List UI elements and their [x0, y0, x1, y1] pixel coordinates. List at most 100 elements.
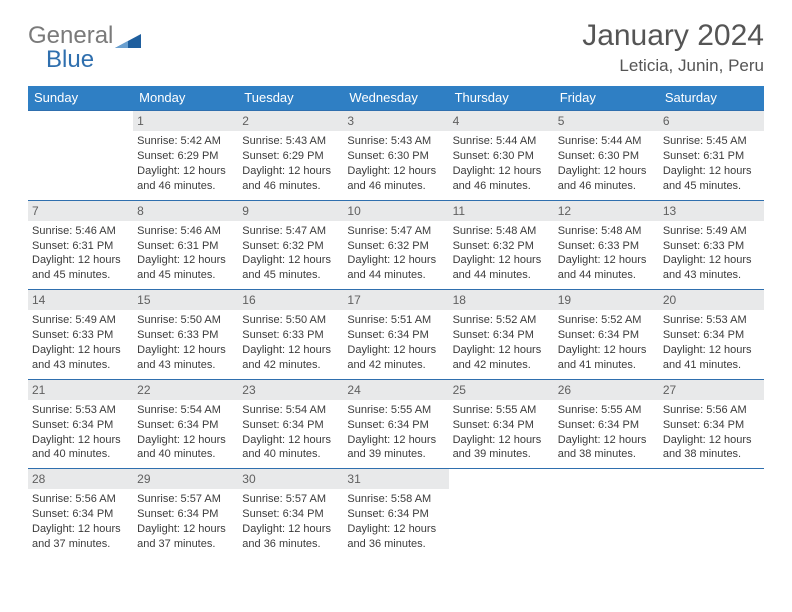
sunrise-text: Sunrise: 5:49 AM [32, 313, 129, 328]
day-number: 15 [133, 290, 238, 310]
daylight-text-line1: Daylight: 12 hours [137, 343, 234, 358]
sunset-text: Sunset: 6:33 PM [32, 328, 129, 343]
calendar-day-cell: 9Sunrise: 5:47 AMSunset: 6:32 PMDaylight… [238, 200, 343, 290]
sunrise-text: Sunrise: 5:52 AM [558, 313, 655, 328]
day-number: 24 [343, 380, 448, 400]
daylight-text-line2: and 37 minutes. [32, 537, 129, 552]
daylight-text-line2: and 46 minutes. [347, 179, 444, 194]
daylight-text-line2: and 38 minutes. [558, 447, 655, 462]
calendar-day-cell: 13Sunrise: 5:49 AMSunset: 6:33 PMDayligh… [659, 200, 764, 290]
daylight-text-line2: and 44 minutes. [558, 268, 655, 283]
daylight-text-line1: Daylight: 12 hours [453, 433, 550, 448]
sunrise-text: Sunrise: 5:58 AM [347, 492, 444, 507]
daylight-text-line1: Daylight: 12 hours [558, 253, 655, 268]
calendar-day-cell: 29Sunrise: 5:57 AMSunset: 6:34 PMDayligh… [133, 469, 238, 558]
daylight-text-line2: and 46 minutes. [137, 179, 234, 194]
sunrise-text: Sunrise: 5:43 AM [242, 134, 339, 149]
calendar-day-cell: 6Sunrise: 5:45 AMSunset: 6:31 PMDaylight… [659, 111, 764, 201]
sunrise-text: Sunrise: 5:56 AM [663, 403, 760, 418]
calendar-day-cell: 27Sunrise: 5:56 AMSunset: 6:34 PMDayligh… [659, 379, 764, 469]
sunset-text: Sunset: 6:34 PM [453, 418, 550, 433]
daylight-text-line1: Daylight: 12 hours [453, 253, 550, 268]
daylight-text-line1: Daylight: 12 hours [137, 253, 234, 268]
daylight-text-line1: Daylight: 12 hours [663, 164, 760, 179]
sunrise-text: Sunrise: 5:53 AM [32, 403, 129, 418]
sunset-text: Sunset: 6:33 PM [137, 328, 234, 343]
sunset-text: Sunset: 6:32 PM [242, 239, 339, 254]
sunrise-text: Sunrise: 5:55 AM [347, 403, 444, 418]
calendar-day-cell: 3Sunrise: 5:43 AMSunset: 6:30 PMDaylight… [343, 111, 448, 201]
daylight-text-line1: Daylight: 12 hours [347, 253, 444, 268]
day-number: 21 [28, 380, 133, 400]
sunrise-text: Sunrise: 5:51 AM [347, 313, 444, 328]
sunset-text: Sunset: 6:34 PM [242, 418, 339, 433]
sunset-text: Sunset: 6:34 PM [32, 507, 129, 522]
calendar-day-cell: 24Sunrise: 5:55 AMSunset: 6:34 PMDayligh… [343, 379, 448, 469]
sunset-text: Sunset: 6:32 PM [347, 239, 444, 254]
sunset-text: Sunset: 6:34 PM [347, 507, 444, 522]
daylight-text-line2: and 44 minutes. [347, 268, 444, 283]
sunset-text: Sunset: 6:30 PM [347, 149, 444, 164]
daylight-text-line2: and 44 minutes. [453, 268, 550, 283]
calendar-day-cell: 7Sunrise: 5:46 AMSunset: 6:31 PMDaylight… [28, 200, 133, 290]
daylight-text-line2: and 43 minutes. [663, 268, 760, 283]
sunset-text: Sunset: 6:34 PM [137, 418, 234, 433]
sunrise-text: Sunrise: 5:53 AM [663, 313, 760, 328]
calendar-week-row: 14Sunrise: 5:49 AMSunset: 6:33 PMDayligh… [28, 290, 764, 380]
sunrise-text: Sunrise: 5:57 AM [242, 492, 339, 507]
day-number: 31 [343, 469, 448, 489]
sunset-text: Sunset: 6:33 PM [242, 328, 339, 343]
daylight-text-line2: and 40 minutes. [137, 447, 234, 462]
calendar-day-cell: 12Sunrise: 5:48 AMSunset: 6:33 PMDayligh… [554, 200, 659, 290]
day-number: 1 [133, 111, 238, 131]
sunset-text: Sunset: 6:34 PM [347, 328, 444, 343]
daylight-text-line1: Daylight: 12 hours [32, 433, 129, 448]
day-number: 11 [449, 201, 554, 221]
daylight-text-line2: and 36 minutes. [347, 537, 444, 552]
sunrise-text: Sunrise: 5:49 AM [663, 224, 760, 239]
sunset-text: Sunset: 6:34 PM [242, 507, 339, 522]
day-number: 23 [238, 380, 343, 400]
sunrise-text: Sunrise: 5:54 AM [242, 403, 339, 418]
daylight-text-line1: Daylight: 12 hours [242, 433, 339, 448]
day-number: 2 [238, 111, 343, 131]
day-number: 13 [659, 201, 764, 221]
sunrise-text: Sunrise: 5:47 AM [347, 224, 444, 239]
sunrise-text: Sunrise: 5:52 AM [453, 313, 550, 328]
calendar-week-row: 28Sunrise: 5:56 AMSunset: 6:34 PMDayligh… [28, 469, 764, 558]
day-number: 8 [133, 201, 238, 221]
day-number: 18 [449, 290, 554, 310]
daylight-text-line1: Daylight: 12 hours [137, 433, 234, 448]
calendar-week-row: 7Sunrise: 5:46 AMSunset: 6:31 PMDaylight… [28, 200, 764, 290]
sunset-text: Sunset: 6:31 PM [137, 239, 234, 254]
calendar-day-cell: 19Sunrise: 5:52 AMSunset: 6:34 PMDayligh… [554, 290, 659, 380]
logo-flag-icon [115, 27, 141, 45]
page-title: January 2024 [582, 20, 764, 52]
sunset-text: Sunset: 6:34 PM [663, 328, 760, 343]
calendar-day-cell: 18Sunrise: 5:52 AMSunset: 6:34 PMDayligh… [449, 290, 554, 380]
calendar-day-cell: 25Sunrise: 5:55 AMSunset: 6:34 PMDayligh… [449, 379, 554, 469]
sunrise-text: Sunrise: 5:55 AM [558, 403, 655, 418]
sunset-text: Sunset: 6:29 PM [242, 149, 339, 164]
daylight-text-line2: and 39 minutes. [347, 447, 444, 462]
sunrise-text: Sunrise: 5:44 AM [453, 134, 550, 149]
page-subtitle: Leticia, Junin, Peru [582, 56, 764, 76]
daylight-text-line1: Daylight: 12 hours [137, 522, 234, 537]
calendar-table: Sunday Monday Tuesday Wednesday Thursday… [28, 86, 764, 558]
daylight-text-line2: and 42 minutes. [347, 358, 444, 373]
daylight-text-line2: and 46 minutes. [242, 179, 339, 194]
day-number: 25 [449, 380, 554, 400]
daylight-text-line1: Daylight: 12 hours [242, 253, 339, 268]
daylight-text-line2: and 42 minutes. [242, 358, 339, 373]
daylight-text-line2: and 41 minutes. [558, 358, 655, 373]
weekday-header: Saturday [659, 86, 764, 111]
day-number: 20 [659, 290, 764, 310]
day-number: 10 [343, 201, 448, 221]
daylight-text-line1: Daylight: 12 hours [347, 343, 444, 358]
calendar-day-cell: 28Sunrise: 5:56 AMSunset: 6:34 PMDayligh… [28, 469, 133, 558]
calendar-day-cell: 11Sunrise: 5:48 AMSunset: 6:32 PMDayligh… [449, 200, 554, 290]
day-number: 30 [238, 469, 343, 489]
daylight-text-line1: Daylight: 12 hours [137, 164, 234, 179]
sunset-text: Sunset: 6:34 PM [347, 418, 444, 433]
day-number: 22 [133, 380, 238, 400]
